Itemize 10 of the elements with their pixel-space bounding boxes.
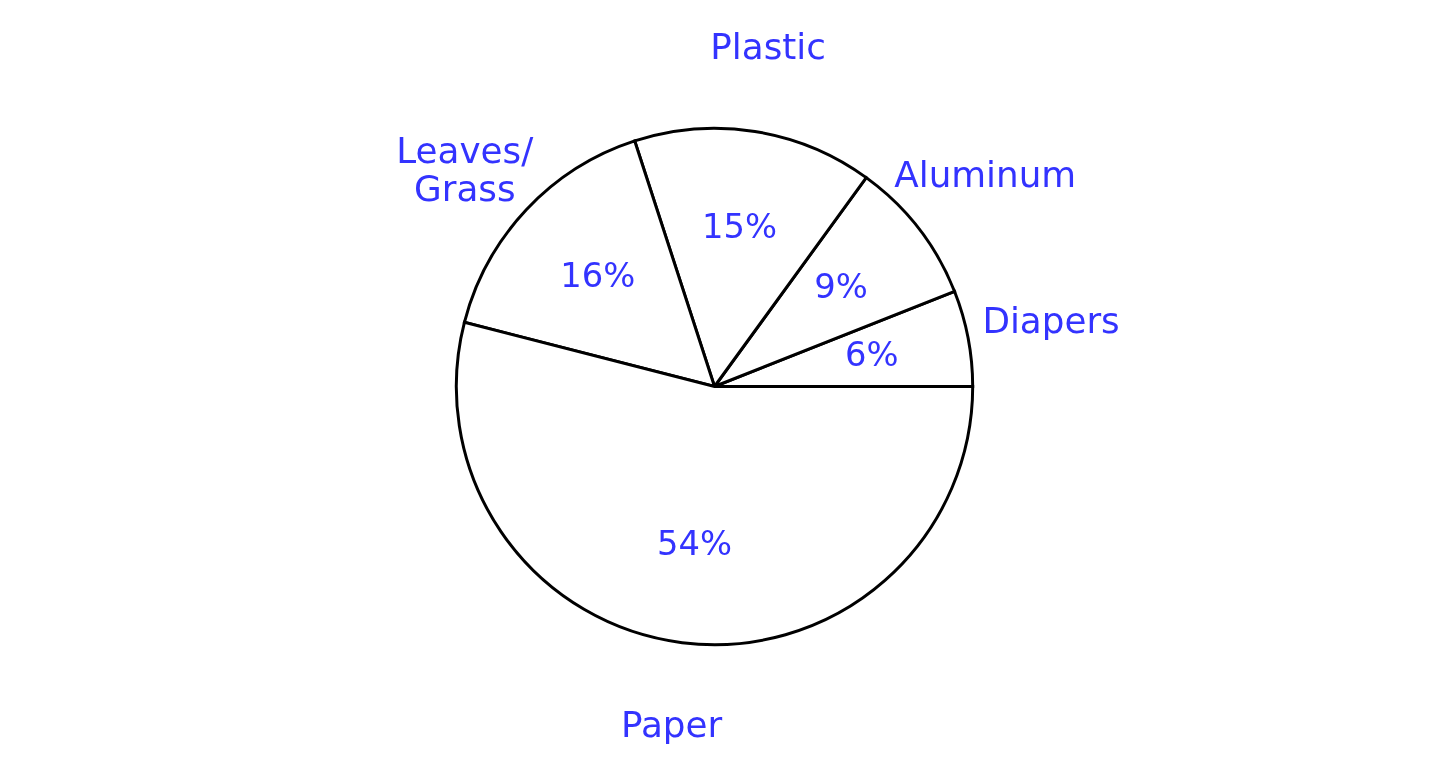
data-label: 6% (844, 335, 899, 375)
data-label: 9% (814, 267, 868, 307)
slice-label: Diapers (982, 300, 1120, 342)
slice-label: Plastic (710, 26, 826, 68)
data-label: 15% (702, 207, 778, 247)
data-label: 16% (560, 255, 636, 295)
slice-label: Paper (620, 704, 723, 746)
slice-label: Leaves/ Grass (396, 129, 535, 209)
data-label: 54% (656, 524, 732, 564)
slice-label: Aluminum (894, 154, 1077, 196)
